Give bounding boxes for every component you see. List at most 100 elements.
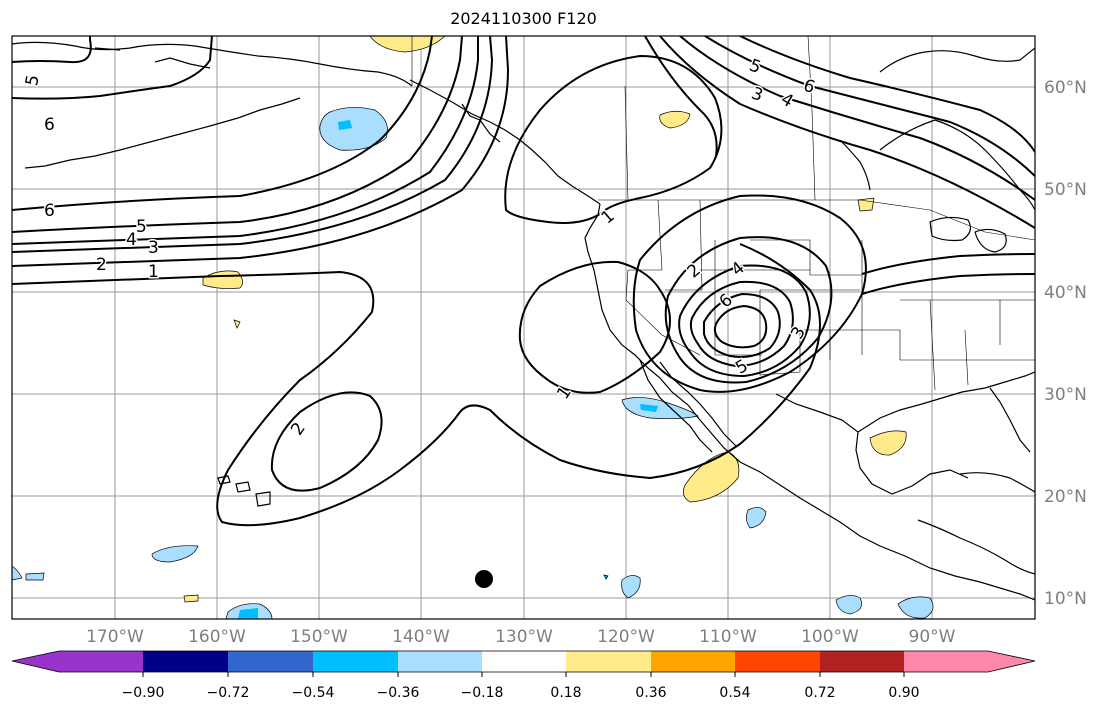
lon-label: 150°W: [290, 627, 348, 647]
lat-label: 60°N: [1044, 78, 1087, 98]
contour-3-band: [12, 36, 494, 253]
strong-negative-core: [338, 120, 352, 130]
colorbar-tick-label: −0.36: [377, 685, 420, 701]
contour-label: 1: [148, 262, 159, 282]
colorbar-tick-label: 0.36: [635, 685, 666, 701]
lon-label: 140°W: [392, 627, 450, 647]
lon-label: 130°W: [495, 627, 553, 647]
colorbar-segment: [12, 651, 143, 672]
lat-label: 20°N: [1044, 487, 1087, 507]
contour-core-5: [703, 292, 781, 358]
contour-label: 6: [44, 201, 55, 221]
contour-label: 4: [126, 230, 137, 250]
lat-label: 40°N: [1044, 283, 1087, 303]
colorbar-tick-label: −0.90: [122, 685, 165, 701]
negative-core-baja: [640, 404, 658, 412]
negative-patch-bottom-mid: [835, 595, 862, 615]
contour-core-3: [678, 264, 811, 378]
colorbar-segment: [313, 651, 398, 672]
negative-dot-small: [603, 574, 609, 580]
negative-patch-epac2: [151, 545, 199, 563]
contour-ne-2: [644, 36, 718, 157]
lon-label: 120°W: [597, 627, 655, 647]
contour-2-band: [12, 36, 510, 267]
positive-dot-sw: [183, 594, 199, 603]
contour-4-band: [12, 36, 479, 245]
positive-patch-gulf: [869, 430, 907, 456]
positive-dot-pacific: [233, 319, 241, 329]
contour-east-2: [861, 253, 1035, 275]
colorbar-segment: [566, 651, 651, 672]
negative-patch-epac3: [621, 575, 641, 599]
colorbar-tick-labels: −0.90 −0.72 −0.54 −0.36 −0.18 0.18 0.36 …: [122, 685, 920, 701]
contour-1-band: [12, 243, 821, 527]
map-border: [11, 35, 1036, 620]
colorbar-tick-label: 0.18: [550, 685, 581, 701]
contour-label: 5: [136, 217, 147, 237]
lon-label: 100°W: [801, 627, 859, 647]
positive-patch-canada: [659, 110, 691, 129]
colorbar-segment: [482, 651, 566, 672]
negative-patch-bottom-right: [897, 596, 934, 619]
colorbar-outline: [11, 650, 1036, 673]
contour-ne-3: [659, 36, 1035, 229]
contour-1-southwest: [518, 260, 671, 394]
contour-6-nw: [12, 36, 213, 100]
colorbar: −0.90 −0.72 −0.54 −0.36 −0.18 0.18 0.36 …: [11, 650, 1036, 701]
contour-east-1: [861, 273, 1035, 295]
colorbar-segment: [143, 651, 228, 672]
colorbar-segment: [735, 651, 820, 672]
contour-label: 3: [148, 238, 159, 258]
contour-5-band: [12, 36, 463, 233]
colorbar-segment: [398, 651, 482, 672]
lon-label: 90°W: [909, 627, 956, 647]
location-marker: [475, 570, 493, 588]
colorbar-segment: [904, 651, 1035, 672]
contour-lines: [12, 36, 1035, 527]
negative-core-bottom-left: [238, 608, 258, 619]
latitude-labels: 60°N 50°N 40°N 30°N 20°N 10°N: [1044, 78, 1087, 609]
shaded-anomalies: [12, 36, 934, 619]
colorbar-segment: [820, 651, 904, 672]
negative-patch-gulf-alaska: [319, 107, 388, 151]
colorbar-segment: [651, 651, 735, 672]
contour-2-pacific: [270, 391, 383, 492]
map-title: 2024110300 F120: [450, 9, 597, 28]
contour-5-nw: [12, 36, 92, 64]
colorbar-segment: [228, 651, 313, 672]
lon-label: 170°W: [86, 627, 144, 647]
contour-ne-6: [739, 36, 1035, 153]
contour-6-north: [12, 36, 433, 211]
positive-patch-alaska-top: [369, 36, 446, 53]
negative-patch-baja: [621, 397, 699, 420]
colorbar-tick-label: 0.90: [888, 685, 919, 701]
gridlines: [12, 36, 1035, 619]
lat-label: 10°N: [1044, 589, 1087, 609]
positive-patch-mexico: [683, 451, 740, 503]
lat-label: 50°N: [1044, 180, 1087, 200]
contour-core-1: [632, 194, 867, 393]
contour-ne-5: [704, 36, 1035, 177]
colorbar-tick-label: 0.54: [719, 685, 750, 701]
longitude-labels: 170°W 160°W 150°W 140°W 130°W 120°W 110°…: [86, 627, 956, 647]
negative-patch-sw-edge: [12, 565, 23, 581]
lon-label: 160°W: [188, 627, 246, 647]
contour-label: 2: [96, 255, 107, 275]
lon-label: 110°W: [699, 627, 757, 647]
contour-core-4: [689, 280, 794, 368]
contour-core-6: [713, 304, 768, 349]
contour-core-2: [664, 236, 833, 384]
colorbar-tick-label: −0.72: [207, 685, 250, 701]
colorbar-tick-label: −0.54: [292, 685, 335, 701]
negative-patch-epac1: [746, 507, 767, 529]
negative-patch-sw-edge2: [25, 572, 45, 581]
colorbar-ticks: [142, 672, 905, 677]
contour-label: 5: [22, 73, 44, 87]
lat-label: 30°N: [1044, 385, 1087, 405]
contour-1-alaska: [504, 54, 723, 224]
colorbar-tick-label: −0.18: [461, 685, 504, 701]
political-borders: [411, 36, 1035, 391]
contour-label: 6: [44, 115, 55, 135]
contour-ne-4: [679, 36, 1035, 201]
